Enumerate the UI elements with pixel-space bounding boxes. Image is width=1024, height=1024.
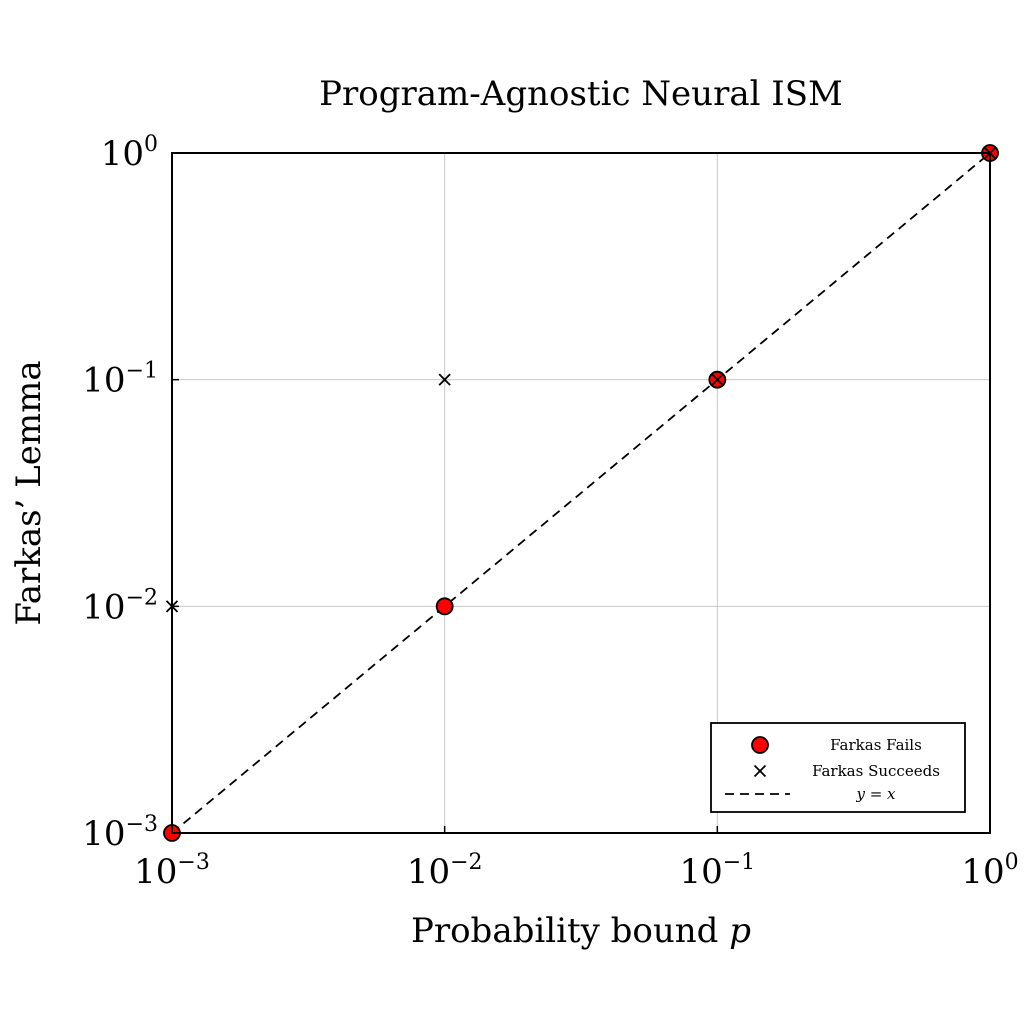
y-axis-label: Farkas’ Lemma [9, 360, 49, 625]
legend-marker-circle [751, 736, 769, 754]
x-tick-label: 10−1 [679, 850, 755, 892]
farkas-succeeds-point [438, 373, 451, 386]
series-farkas-succeeds [165, 146, 997, 613]
y-axis-ticks: 10−3 10−2 10−1 100 [82, 132, 179, 854]
y-tick-label: 10−3 [82, 812, 158, 854]
x-axis-ticks: 10−3 10−2 10−1 100 [134, 826, 1019, 892]
x-tick-label: 10−2 [407, 850, 483, 892]
chart-title: Program-Agnostic Neural ISM [319, 74, 843, 114]
legend-label: Farkas Fails [830, 736, 922, 754]
x-tick-label: 10−3 [134, 850, 210, 892]
legend-box [710, 722, 966, 813]
farkas-succeeds-point [711, 373, 724, 386]
legend: Farkas Fails Farkas Succeeds y = x [710, 722, 966, 813]
x-axis-label: Probability bound p [411, 911, 751, 951]
y-tick-label: 100 [101, 132, 158, 174]
y-tick-label: 10−1 [82, 359, 158, 401]
legend-label: y = x [855, 785, 896, 803]
x-tick-label: 100 [961, 850, 1018, 892]
y-equals-x-line [171, 152, 991, 834]
plot-frame [171, 152, 991, 834]
legend-marker-x [753, 764, 767, 778]
svg-text:Probability bound p: Probability bound p [411, 911, 751, 951]
farkas-fails-point [435, 597, 454, 616]
legend-label: Farkas Succeeds [812, 762, 940, 780]
y-tick-label: 10−2 [82, 585, 158, 627]
series-y-equals-x [171, 152, 991, 834]
